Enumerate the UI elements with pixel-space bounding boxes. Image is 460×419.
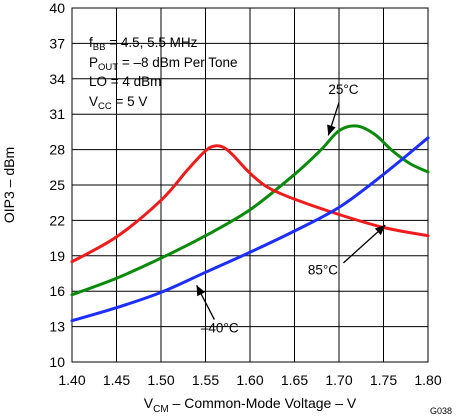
x-tick-label: 1.50 — [147, 372, 174, 388]
x-tick-label: 1.75 — [370, 372, 397, 388]
series-annotation-label: 25°C — [328, 82, 358, 97]
y-tick-label: 16 — [49, 283, 65, 299]
condition-vcc-main: V — [89, 94, 98, 109]
y-tick-label: 28 — [49, 142, 65, 158]
y-axis-title: OIP3 – dBm — [1, 147, 17, 223]
x-tick-label: 1.45 — [103, 372, 130, 388]
y-tick-label: 25 — [49, 177, 65, 193]
condition-fbb-sub: BB — [93, 42, 106, 53]
series-annotations: 25°C 85°C –40°C — [196, 82, 386, 336]
series-line-1 — [70, 144, 430, 264]
condition-fbb: fBB = 4.5, 5.5 MHz — [89, 35, 198, 53]
condition-fbb-rest: = 4.5, 5.5 MHz — [105, 35, 197, 50]
x-tick-label: 1.40 — [58, 372, 85, 388]
series-line-2 — [70, 136, 430, 323]
x-axis-title-sub: CM — [153, 404, 169, 415]
series-line-0 — [70, 124, 430, 297]
condition-fbb-main: f — [89, 35, 93, 50]
grid — [71, 7, 429, 363]
series-annotation-label: –40°C — [201, 321, 239, 336]
figure-code: G038 — [430, 406, 452, 416]
test-conditions: fBB = 4.5, 5.5 MHz POUT = –8 dBm Per Ton… — [89, 35, 238, 112]
y-tick-label: 13 — [49, 319, 65, 335]
x-tick-labels: 1.40 1.45 1.50 1.55 1.60 1.65 1.70 1.75 1.80 — [58, 372, 441, 388]
y-tick-label: 31 — [49, 106, 65, 122]
x-tick-label: 1.60 — [236, 372, 263, 388]
condition-pout-rest: = –8 dBm Per Tone — [118, 55, 237, 70]
x-axis-title: VCM – Common-Mode Voltage – V — [144, 395, 357, 415]
annotation-arrow-head — [374, 225, 386, 236]
annotation-arrow-head — [327, 124, 336, 136]
plot-frame — [71, 7, 429, 363]
condition-vcc-sub: CC — [98, 101, 112, 112]
condition-lo: LO = 4 dBm — [89, 74, 161, 89]
condition-vcc: VCC = 5 V — [89, 94, 147, 112]
series-annotation-label: 85°C — [308, 263, 338, 278]
x-axis-title-main: V — [144, 395, 154, 411]
y-tick-labels: 10 13 16 19 22 25 28 31 34 37 40 — [49, 0, 65, 370]
x-axis-title-rest: – Common-Mode Voltage – V — [169, 395, 357, 411]
condition-pout-main: P — [89, 55, 98, 70]
y-tick-label: 40 — [49, 0, 65, 16]
condition-pout: POUT = –8 dBm Per Tone — [89, 55, 238, 73]
x-tick-label: 1.65 — [281, 372, 308, 388]
y-tick-label: 22 — [49, 212, 65, 228]
y-tick-label: 10 — [49, 354, 65, 370]
x-tick-label: 1.55 — [192, 372, 219, 388]
y-tick-label: 19 — [49, 248, 65, 264]
series-layer — [70, 124, 430, 323]
annotation-arrow-head — [196, 285, 206, 297]
x-tick-label: 1.80 — [414, 372, 441, 388]
y-tick-label: 34 — [49, 71, 65, 87]
condition-pout-sub: OUT — [98, 62, 118, 73]
condition-vcc-rest: = 5 V — [112, 94, 148, 109]
condition-lo-main: LO = 4 dBm — [89, 74, 161, 89]
x-tick-label: 1.70 — [325, 372, 352, 388]
y-tick-label: 37 — [49, 35, 65, 51]
